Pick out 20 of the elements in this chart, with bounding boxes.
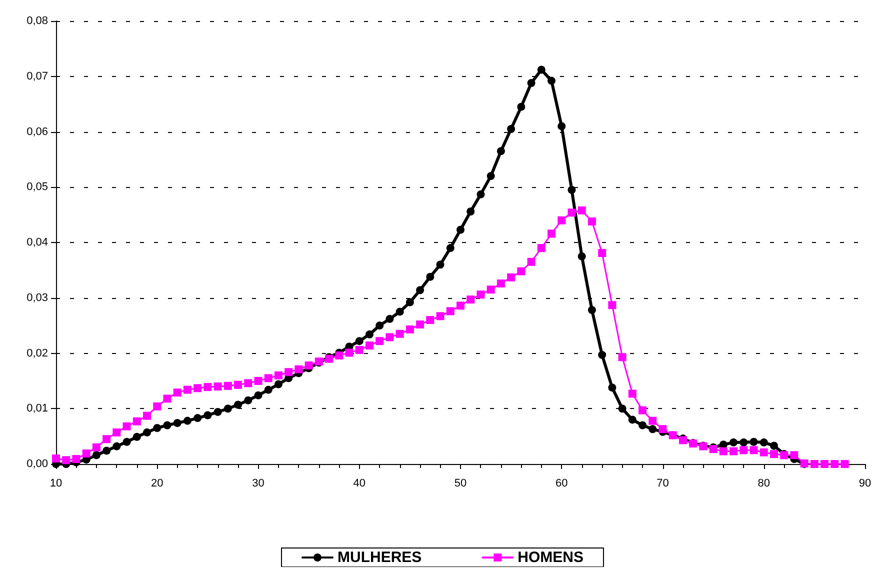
x-tick-label: 40 — [353, 478, 366, 490]
y-tick-label: 0,02 — [26, 347, 48, 360]
x-tick-label: 60 — [556, 478, 568, 490]
y-tick-label: 0,07 — [26, 70, 48, 82]
x-tick-label: 20 — [151, 478, 164, 490]
y-tick-label: 0,03 — [26, 292, 48, 304]
x-tick-label: 50 — [454, 478, 467, 490]
y-tick-label: 0,00 — [26, 458, 48, 470]
y-tick-label: 0,01 — [26, 402, 48, 415]
x-tick-label: 70 — [656, 478, 669, 490]
legend-label: HOMENS — [518, 549, 584, 566]
y-tick-label: 0,06 — [26, 126, 48, 138]
y-tick-label: 0,08 — [26, 15, 48, 27]
y-tick-label: 0,04 — [26, 236, 48, 248]
x-tick-label: 30 — [252, 478, 264, 490]
legend-label: MULHERES — [337, 549, 422, 566]
y-tick-label: 0,05 — [26, 181, 48, 194]
x-tick-label: 90 — [858, 478, 872, 490]
x-tick-label: 80 — [758, 478, 770, 490]
x-tick-label: 10 — [50, 478, 62, 490]
